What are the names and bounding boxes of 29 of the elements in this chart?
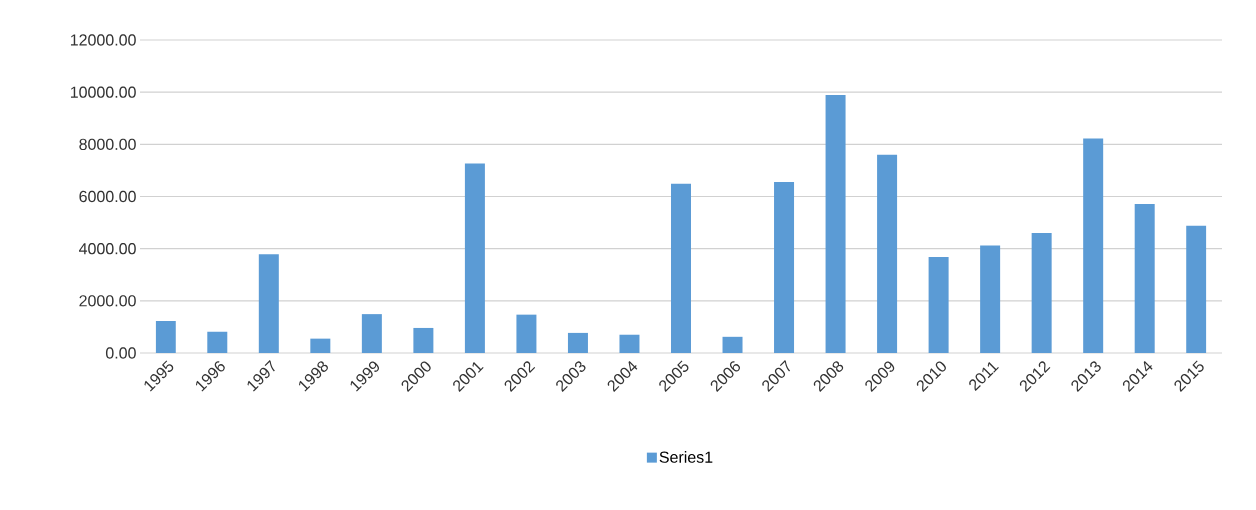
bar [310,338,331,353]
y-tick-label: 10000.00 [70,86,136,98]
bar [516,314,537,353]
bar [258,254,279,353]
bar [980,245,1001,353]
bar [670,183,691,353]
bar [361,314,382,353]
bar [619,334,640,353]
bar [774,181,795,353]
y-tick-label: 8000.00 [79,138,136,150]
bar [567,332,588,353]
bar [928,257,949,353]
bar [1134,204,1155,353]
bar [1186,225,1207,353]
y-tick-label: 4000.00 [79,243,136,255]
bar [722,336,743,353]
y-tick-label: 6000.00 [79,190,136,203]
y-tick-label: 12000.00 [70,34,136,46]
bar [1083,138,1104,353]
legend-label: Series1 [659,451,713,463]
bar [877,154,898,353]
bar [1031,233,1052,353]
y-tick-label: 0.00 [105,347,136,359]
bar [207,331,228,353]
bar [464,163,485,353]
bar [413,327,434,353]
bar [825,95,846,353]
bar [155,320,176,353]
y-tick-label: 2000.00 [79,295,136,307]
